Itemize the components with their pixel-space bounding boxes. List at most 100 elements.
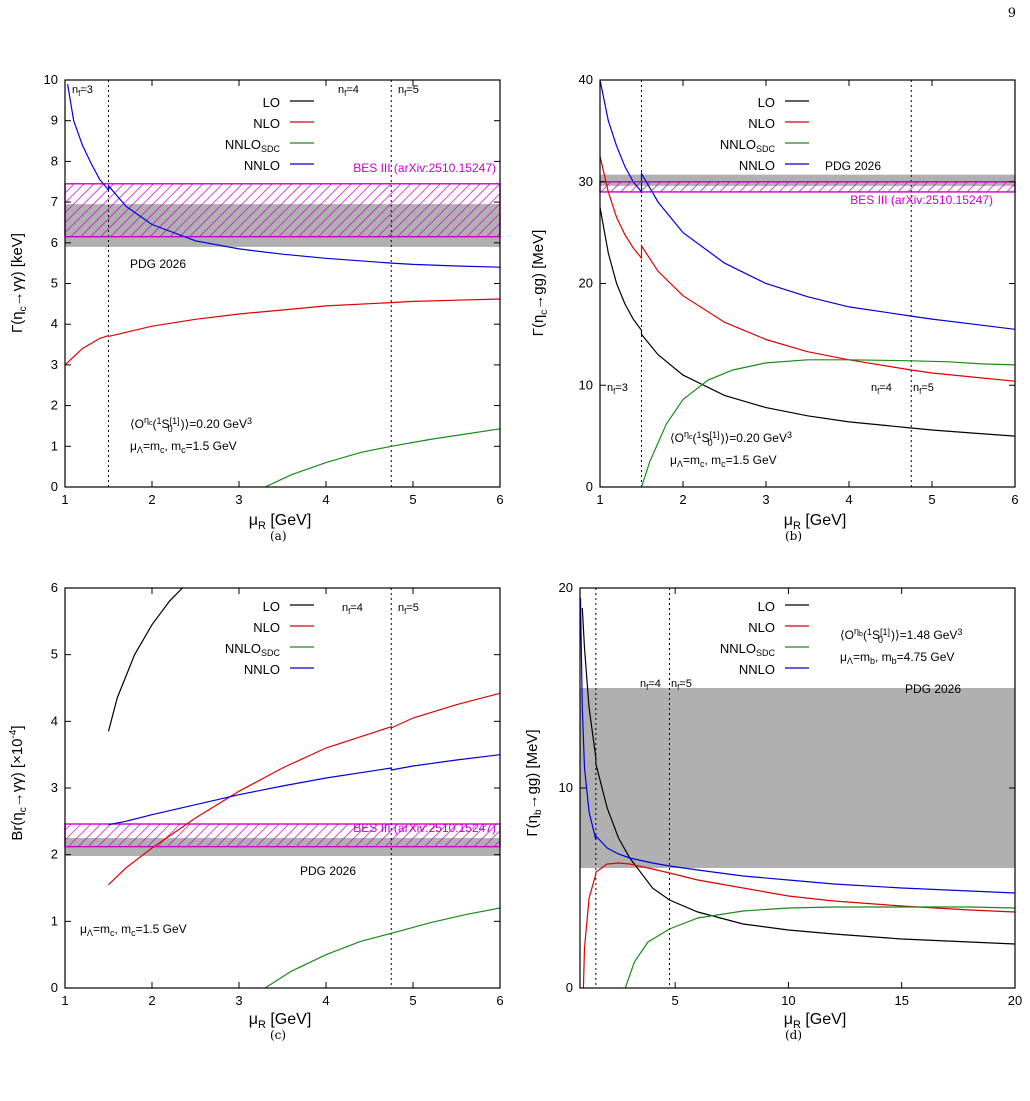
series-lo	[107, 588, 183, 732]
y-tick-label: 5	[51, 647, 58, 662]
series-nnlo-sdc	[264, 907, 500, 988]
band-pdg	[580, 688, 1015, 868]
chart-panel-d: 5 10 15 20 0 10 20 LO NLO NNLOSDC NNLO ⟨Oηb(1S…	[515, 548, 1030, 1096]
legend-label-nlo: NLO	[253, 620, 280, 635]
legend-label-lo: LO	[758, 95, 775, 110]
y-tick-label: 8	[51, 153, 58, 168]
caption-a: (a)	[270, 529, 287, 543]
vline-label-nf4: nf=4	[338, 84, 359, 98]
y-tick-label: 4	[51, 316, 58, 331]
y-tick-label: 10	[579, 377, 593, 392]
series-nnlo-sdc	[640, 359, 1015, 487]
legend-label-nnlo: NNLO	[244, 158, 280, 173]
legend-label-nnlo-sdc: NNLOSDC	[720, 137, 776, 154]
band-bes	[64, 183, 501, 238]
series-nnlo	[580, 597, 1015, 894]
series-nnlo	[67, 84, 500, 268]
chart-b: 1 2 3 4 5 6 0 10 20 30 40 LO NLO NNLOSDC NNLO PDG …	[530, 72, 1019, 532]
x-tick-label: 1	[61, 492, 68, 507]
vline-label-nf4: nf=4	[871, 382, 892, 396]
x-axis-label: μR [GeV]	[249, 512, 312, 532]
annotation-ldme: ⟨Oηc(1S[1] 0)⟩=0.20 GeV3	[130, 415, 252, 434]
x-tick-label: 2	[148, 492, 155, 507]
band-label-pdg: PDG 2026	[825, 159, 881, 173]
legend-label-nlo: NLO	[748, 116, 775, 131]
annotation-ldme: ⟨Oηb(1S[1] 0)⟩=1.48 GeV3	[840, 626, 962, 645]
series-nnlo-sdc	[624, 906, 1015, 988]
annotation-scale: μΛ=mc, mc=1.5 GeV	[130, 439, 237, 455]
vline-label-nf5: nf=5	[671, 678, 692, 692]
series-nlo	[600, 156, 1015, 382]
x-tick-label: 20	[1008, 993, 1022, 1008]
legend-label-nnlo-sdc: NNLOSDC	[225, 641, 281, 658]
x-tick-label: 3	[235, 492, 242, 507]
vline-label-nf3: nf=3	[607, 382, 628, 396]
annotation-scale: μΛ=mc, mc=1.5 GeV	[80, 922, 187, 938]
y-tick-label: 0	[51, 980, 58, 995]
y-axis-label: Γ(ηb→gg) [MeV]	[524, 729, 544, 836]
series-lo	[600, 207, 1015, 437]
annotation-scale: μΛ=mc, mc=1.5 GeV	[670, 453, 777, 469]
annotation-ldme: ⟨Oηc(1S[1] 0)⟩=0.20 GeV3	[670, 429, 792, 448]
chart-panel-a: 1 2 3 4 5 6 0 1 2 3 4 5 6 7 8 9 10 nf=3 nf=4 nf=5 LO NLO…	[0, 0, 515, 548]
y-axis-label: Γ(ηc→γγ) [keV]	[9, 233, 29, 333]
caption-c: (c)	[270, 1028, 287, 1042]
y-tick-label: 1	[51, 438, 58, 453]
y-tick-label: 6	[51, 235, 58, 250]
band-pdg	[600, 174, 1015, 186]
y-tick-label: 3	[51, 357, 58, 372]
y-tick-label: 5	[51, 276, 58, 291]
legend-label-nlo: NLO	[748, 620, 775, 635]
y-tick-label: 10	[44, 72, 58, 87]
legend-label-nnlo: NNLO	[244, 662, 280, 677]
chart-panel-b: 1 2 3 4 5 6 0 10 20 30 40 LO NLO NNLOSDC NNLO PDG …	[515, 0, 1030, 548]
x-tick-label: 3	[235, 993, 242, 1008]
band-label-bes: BES III (arXiv:2510.15247)	[353, 161, 496, 175]
caption-b: (b)	[785, 529, 803, 543]
vline-label-nf4: nf=4	[342, 602, 363, 616]
y-axis-label: Br(ηc→γγ) [×10-4]	[8, 725, 29, 840]
legend-label-nnlo-sdc: NNLOSDC	[720, 641, 776, 658]
legend-label-nnlo-sdc: NNLOSDC	[225, 137, 281, 154]
x-tick-label: 1	[596, 492, 603, 507]
chart-d: 5 10 15 20 0 10 20 LO NLO NNLOSDC NNLO ⟨Oηb(1S…	[524, 580, 1022, 1031]
y-tick-label: 40	[579, 72, 593, 87]
x-tick-label: 6	[496, 492, 503, 507]
x-tick-label: 10	[781, 993, 795, 1008]
x-tick-label: 6	[1011, 492, 1018, 507]
y-tick-label: 9	[51, 113, 58, 128]
legend-label-nlo: NLO	[253, 116, 280, 131]
y-tick-label: 2	[51, 847, 58, 862]
band-bes	[599, 181, 1016, 193]
vline-label-nf5: nf=5	[398, 84, 419, 98]
legend-label-nnlo: NNLO	[739, 662, 775, 677]
x-tick-label: 4	[322, 993, 329, 1008]
band-label-pdg: PDG 2026	[300, 864, 356, 878]
series-nlo	[582, 862, 1015, 988]
x-tick-label: 4	[845, 492, 852, 507]
series-nnlo-sdc	[264, 428, 500, 487]
y-tick-label: 3	[51, 780, 58, 795]
series-nlo	[108, 692, 500, 886]
bottom-text-fragment	[660, 1090, 1025, 1092]
series-nlo	[65, 298, 500, 366]
x-tick-label: 1	[61, 993, 68, 1008]
series-nnlo	[600, 80, 1015, 330]
legend-label-lo: LO	[263, 95, 280, 110]
legend-label-lo: LO	[263, 599, 280, 614]
vline-label-nf5: nf=5	[398, 602, 419, 616]
annotation-scale: μΛ=mb, mb=4.75 GeV	[840, 650, 954, 666]
vline-label-nf5: nf=5	[913, 382, 934, 396]
band-label-bes: BES III (arXiv:2510.15247)	[353, 821, 496, 835]
y-tick-label: 0	[586, 479, 593, 494]
x-tick-label: 2	[148, 993, 155, 1008]
y-axis-label: Γ(ηc→gg) [MeV]	[530, 230, 550, 337]
y-tick-label: 0	[51, 479, 58, 494]
y-tick-label: 20	[579, 276, 593, 291]
series-lo	[581, 607, 1015, 945]
x-tick-label: 5	[672, 993, 679, 1008]
x-tick-label: 5	[409, 993, 416, 1008]
